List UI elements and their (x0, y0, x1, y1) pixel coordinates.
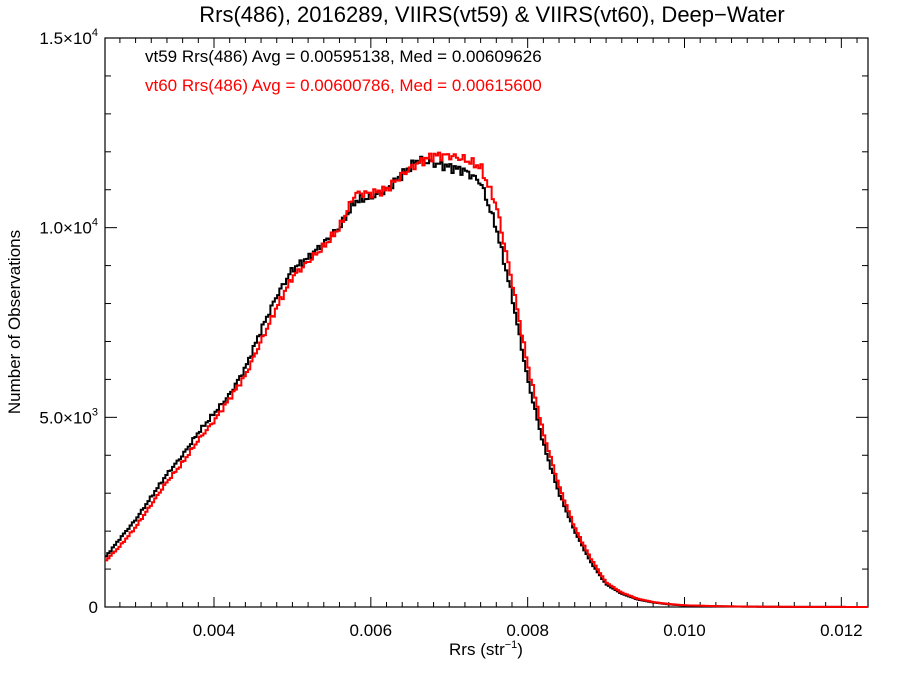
series-layer (105, 151, 869, 608)
x-tick-label: 0.010 (663, 621, 706, 640)
x-tick-label: 0.004 (193, 621, 236, 640)
y-tick-label: 5.0×103 (39, 406, 98, 427)
annotation-vt59: vt59 Rrs(486) Avg = 0.00595138, Med = 0.… (145, 47, 542, 66)
y-axis-ticks: 0 5.0×103 1.0×104 1.5×104 (39, 27, 868, 617)
annotation-vt60: vt60 Rrs(486) Avg = 0.00600786, Med = 0.… (145, 76, 542, 95)
x-tick-label: 0.006 (350, 621, 393, 640)
y-tick-label: 1.0×104 (39, 217, 98, 238)
x-axis-label: Rrs (str−1) (449, 639, 523, 659)
series-line-vt59 (105, 155, 869, 608)
x-tick-label: 0.008 (506, 621, 549, 640)
y-axis-label: Number of Observations (5, 230, 24, 414)
x-axis-ticks: 0.004 0.006 0.008 0.010 0.012 (119, 38, 863, 640)
y-tick-label: 0 (89, 598, 98, 617)
x-tick-label: 0.012 (820, 621, 863, 640)
plot-frame (104, 37, 869, 608)
y-tick-label: 1.5×104 (39, 27, 98, 48)
series-line-vt60 (105, 151, 869, 608)
chart-title: Rrs(486), 2016289, VIIRS(vt59) & VIIRS(v… (199, 2, 784, 27)
